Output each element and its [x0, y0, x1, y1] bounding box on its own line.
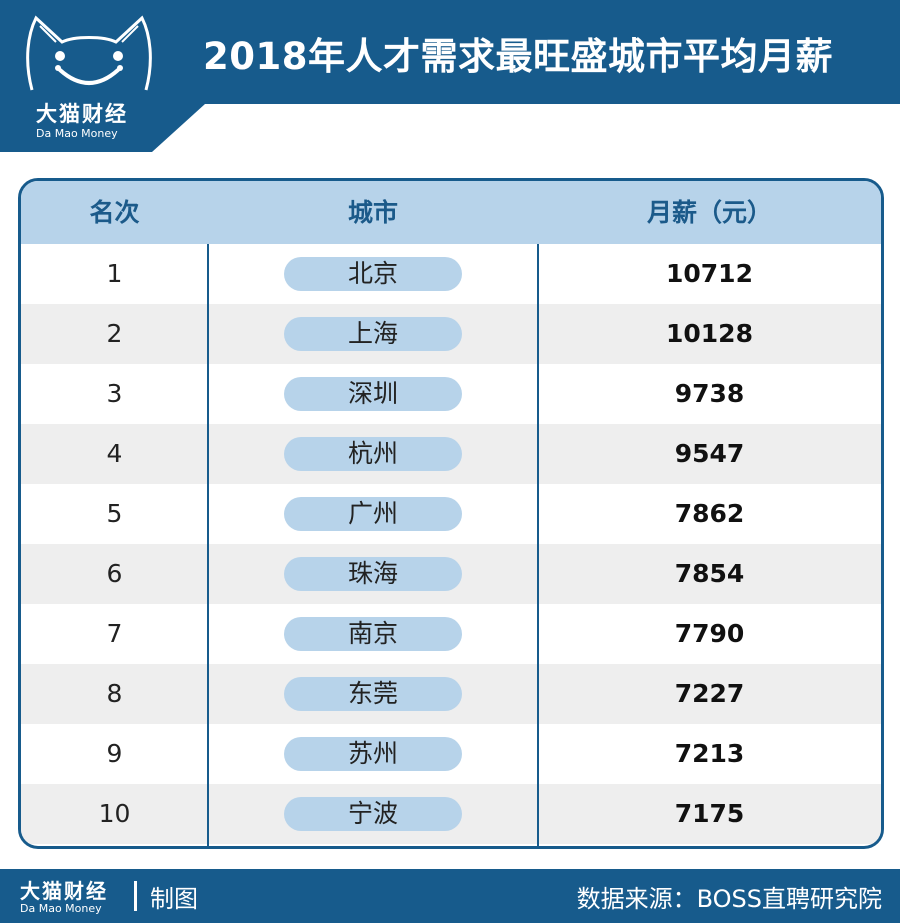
- rank-cell: 2: [106, 319, 123, 348]
- table-row: 2 上海 10128: [21, 304, 881, 364]
- city-cell: 北京: [208, 244, 538, 304]
- table-row: 3 深圳 9738: [21, 364, 881, 424]
- city-pill: 北京: [284, 257, 462, 291]
- city-pill: 苏州: [284, 737, 462, 771]
- cat-face-icon: [26, 15, 152, 91]
- table-row: 5 广州 7862: [21, 484, 881, 544]
- footer-divider: [134, 881, 137, 911]
- city-cell: 宁波: [208, 784, 538, 844]
- header-rank: 名次: [89, 198, 140, 227]
- city-cell: 东莞: [208, 664, 538, 724]
- rank-cell: 4: [106, 439, 123, 468]
- salary-cell: 10128: [666, 319, 753, 348]
- footer-brand-en: Da Mao Money: [20, 902, 102, 915]
- salary-cell: 7175: [674, 799, 745, 828]
- city-pill: 南京: [284, 617, 462, 651]
- table-row: 6 珠海 7854: [21, 544, 881, 604]
- rank-cell: 1: [106, 259, 123, 288]
- city-pill: 深圳: [284, 377, 462, 411]
- table-row: 4 杭州 9547: [21, 424, 881, 484]
- city-pill: 宁波: [284, 797, 462, 831]
- table-row: 10 宁波 7175: [21, 784, 881, 844]
- header-salary: 月薪（元）: [646, 198, 772, 227]
- city-cell: 南京: [208, 604, 538, 664]
- rank-cell: 6: [106, 559, 123, 588]
- table-row: 9 苏州 7213: [21, 724, 881, 784]
- table-header: 名次 城市 月薪（元）: [21, 181, 881, 244]
- salary-cell: 7790: [674, 619, 745, 648]
- footer-made-by: 制图: [150, 885, 198, 913]
- page-title: 2018年人才需求最旺盛城市平均月薪: [203, 35, 833, 78]
- city-cell: 上海: [208, 304, 538, 364]
- header-city: 城市: [347, 198, 398, 227]
- salary-cell: 9738: [674, 379, 745, 408]
- salary-table: 名次 城市 月薪（元） 1 北京 10712 2 上海 10128 3 深圳 9…: [18, 178, 884, 849]
- city-pill: 上海: [284, 317, 462, 351]
- city-cell: 苏州: [208, 724, 538, 784]
- table-row: 1 北京 10712: [21, 244, 881, 304]
- rank-cell: 8: [106, 679, 123, 708]
- rank-cell: 5: [106, 499, 123, 528]
- footer-source: 数据来源：BOSS直聘研究院: [576, 885, 882, 913]
- footer-brand-cn: 大猫财经: [20, 879, 108, 903]
- column-divider: [537, 244, 539, 846]
- rank-cell: 7: [106, 619, 123, 648]
- table-row: 8 东莞 7227: [21, 664, 881, 724]
- rank-cell: 9: [106, 739, 123, 768]
- logo-brand-cn: 大猫财经: [36, 102, 128, 126]
- salary-cell: 10712: [666, 259, 753, 288]
- city-pill: 珠海: [284, 557, 462, 591]
- city-cell: 深圳: [208, 364, 538, 424]
- city-pill: 东莞: [284, 677, 462, 711]
- salary-cell: 7854: [674, 559, 745, 588]
- salary-cell: 7213: [674, 739, 745, 768]
- city-cell: 广州: [208, 484, 538, 544]
- table-body: 1 北京 10712 2 上海 10128 3 深圳 9738 4 杭州 954…: [21, 244, 881, 844]
- column-divider: [207, 244, 209, 846]
- salary-cell: 7862: [674, 499, 745, 528]
- salary-cell: 9547: [674, 439, 745, 468]
- footer: 大猫财经 Da Mao Money 制图 数据来源：BOSS直聘研究院: [0, 869, 900, 923]
- header: 大猫财经 Da Mao Money 2018年人才需求最旺盛城市平均月薪: [0, 0, 900, 152]
- salary-cell: 7227: [674, 679, 745, 708]
- rank-cell: 3: [106, 379, 123, 408]
- city-cell: 杭州: [208, 424, 538, 484]
- logo-brand-en: Da Mao Money: [36, 127, 118, 140]
- rank-cell: 10: [98, 799, 131, 828]
- city-cell: 珠海: [208, 544, 538, 604]
- city-pill: 杭州: [284, 437, 462, 471]
- table-row: 7 南京 7790: [21, 604, 881, 664]
- city-pill: 广州: [284, 497, 462, 531]
